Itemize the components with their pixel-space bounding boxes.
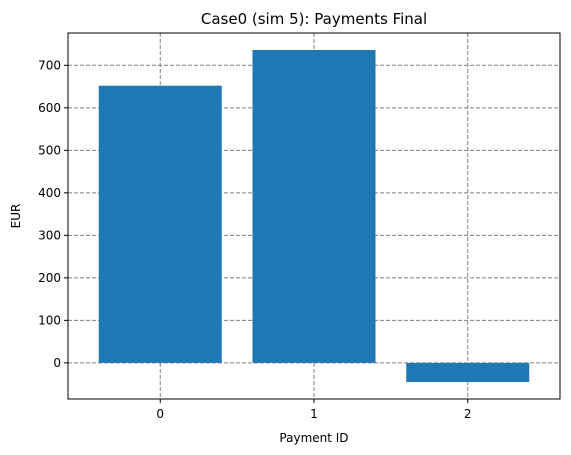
y-tick-label-400: 400 bbox=[38, 186, 61, 200]
y-axis-ticks: 0 100 200 300 400 500 600 700 bbox=[38, 58, 68, 370]
chart-title: Case0 (sim 5): Payments Final bbox=[201, 10, 427, 28]
y-tick-label-300: 300 bbox=[38, 228, 61, 242]
bar-1 bbox=[252, 50, 376, 363]
y-tick-label-0: 0 bbox=[53, 356, 61, 370]
x-tick-label-2: 2 bbox=[464, 407, 472, 421]
y-tick-label-200: 200 bbox=[38, 271, 61, 285]
y-tick-label-700: 700 bbox=[38, 58, 61, 72]
y-axis-label: EUR bbox=[9, 204, 23, 229]
x-axis-ticks: 0 1 2 bbox=[156, 399, 472, 421]
x-tick-label-0: 0 bbox=[156, 407, 164, 421]
x-tick-label-1: 1 bbox=[310, 407, 318, 421]
bars bbox=[98, 50, 530, 382]
y-tick-label-600: 600 bbox=[38, 101, 61, 115]
bar-2 bbox=[406, 362, 530, 382]
y-tick-label-100: 100 bbox=[38, 313, 61, 327]
y-tick-label-500: 500 bbox=[38, 143, 61, 157]
x-axis-label: Payment ID bbox=[279, 431, 348, 445]
bar-0 bbox=[98, 85, 222, 363]
